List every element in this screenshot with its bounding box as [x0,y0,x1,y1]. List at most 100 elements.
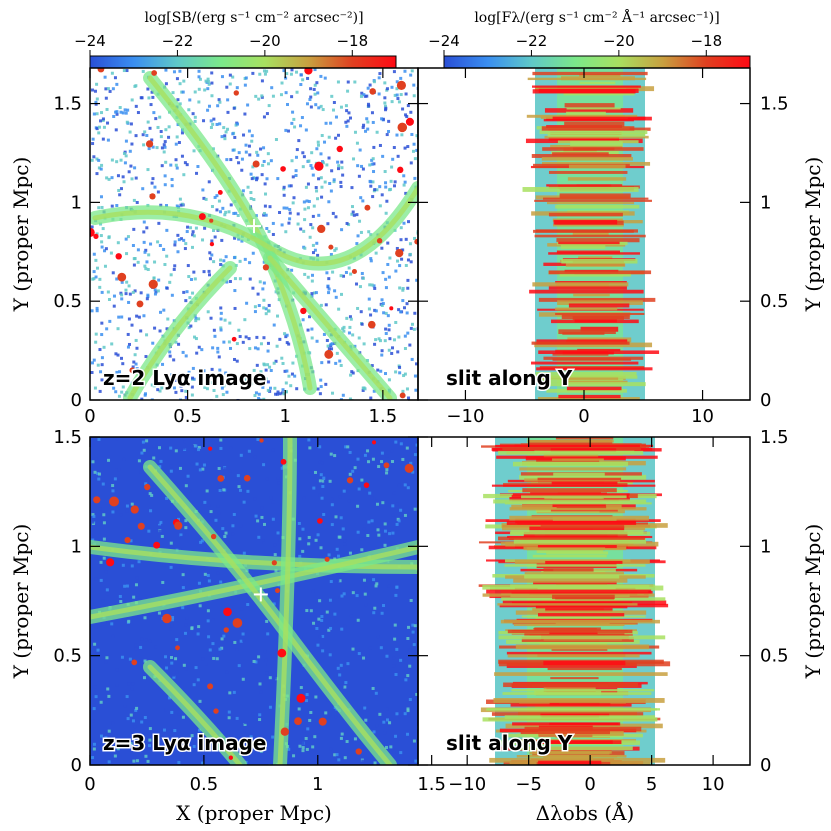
heatmap-pixel [413,311,417,315]
emission-knot [396,80,406,90]
heatmap-pixel [396,517,400,521]
heatmap-pixel [243,722,247,726]
heatmap-pixel [290,68,294,72]
heatmap-pixel [282,392,286,396]
heatmap-pixel [216,346,220,350]
emission-knot [399,392,406,399]
heatmap-pixel [391,504,395,508]
heatmap-pixel [380,303,384,307]
heatmap-pixel [123,161,127,165]
emission-knot [217,190,223,195]
heatmap-pixel [253,394,257,398]
heatmap-pixel [408,664,412,668]
heatmap-pixel [176,565,180,569]
heatmap-pixel [363,592,367,596]
heatmap-pixel [127,300,131,304]
heatmap-pixel [121,563,125,567]
heatmap-pixel [269,369,273,373]
heatmap-pixel [334,619,338,623]
heatmap-pixel [243,112,247,116]
heatmap-pixel [258,747,262,751]
heatmap-pixel [392,750,396,754]
heatmap-pixel [95,266,99,270]
heatmap-pixel [146,268,150,272]
heatmap-pixel [262,336,266,340]
heatmap-pixel [373,606,377,610]
heatmap-pixel [401,457,405,461]
heatmap-pixel [130,323,134,327]
heatmap-pixel [168,280,172,284]
heatmap-pixel [213,334,217,338]
emission-knot [131,659,138,666]
x-tick-label: 0 [84,406,95,427]
heatmap-pixel [364,603,368,607]
heatmap-pixel [384,286,388,290]
spectral-streak [513,578,628,583]
emission-knot [233,90,239,96]
heatmap-pixel [102,345,106,349]
heatmap-pixel [361,199,365,203]
heatmap-pixel [349,272,353,276]
heatmap-pixel [384,372,388,376]
heatmap-pixel [289,184,293,188]
heatmap-pixel [154,290,158,294]
heatmap-pixel [136,111,140,115]
heatmap-pixel [346,80,350,84]
heatmap-pixel [93,470,97,474]
heatmap-pixel [262,463,266,467]
spectral-streak [507,654,640,658]
heatmap-pixel [282,206,286,210]
heatmap-pixel [126,345,130,349]
heatmap-pixel [308,470,312,474]
heatmap-pixel [291,361,295,365]
heatmap-pixel [255,150,259,154]
heatmap-pixel [231,148,235,152]
heatmap-pixel [409,110,413,114]
heatmap-pixel [131,365,135,369]
heatmap-pixel [152,111,156,115]
heatmap-pixel [320,614,324,618]
heatmap-pixel [159,310,163,314]
heatmap-pixel [406,674,410,678]
heatmap-pixel [220,135,224,139]
heatmap-pixel [235,122,239,126]
heatmap-pixel [215,122,219,126]
heatmap-pixel [295,387,299,391]
heatmap-pixel [123,584,127,588]
heatmap-pixel [99,560,103,564]
heatmap-pixel [130,177,134,181]
heatmap-pixel [228,376,232,380]
heatmap-pixel [170,373,174,377]
spectral-streak [532,71,648,76]
heatmap-pixel [213,235,217,239]
heatmap-pixel [387,119,391,123]
heatmap-pixel [182,79,186,83]
heatmap-pixel [388,721,392,725]
heatmap-pixel [193,335,197,339]
heatmap-pixel [372,80,376,84]
heatmap-pixel [399,658,403,662]
heatmap-pixel [383,339,387,343]
emission-knot [153,541,161,549]
heatmap-pixel [265,69,269,73]
heatmap-pixel [125,695,129,699]
heatmap-pixel [324,382,328,386]
heatmap-pixel [316,643,320,647]
heatmap-pixel [370,364,374,368]
heatmap-pixel [169,565,173,569]
heatmap-pixel [330,523,334,527]
heatmap-pixel [374,338,378,342]
heatmap-pixel [240,168,244,172]
heatmap-pixel [413,374,417,378]
spectral-streak [526,114,638,118]
heatmap-pixel [95,97,99,101]
heatmap-pixel [255,335,259,339]
heatmap-pixel [299,686,303,690]
heatmap-pixel [151,177,155,181]
heatmap-pixel [383,543,387,547]
y-tick-label: 1 [760,192,771,213]
heatmap-pixel [94,258,98,262]
heatmap-pixel [190,393,194,397]
heatmap-pixel [241,375,245,379]
heatmap-pixel [91,719,95,723]
